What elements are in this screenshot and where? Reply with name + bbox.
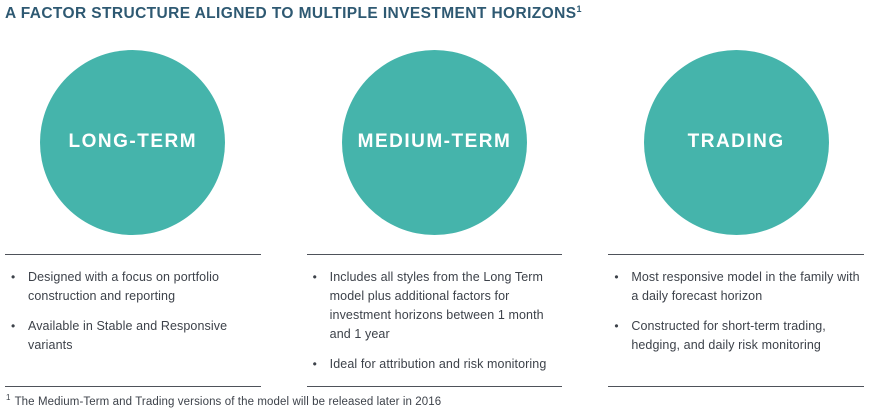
footnote: 1 The Medium-Term and Trading versions of…: [5, 392, 864, 408]
bullet-list: • Designed with a focus on portfolio con…: [5, 253, 261, 387]
circle-label: TRADING: [687, 131, 785, 153]
horizon-circle-long-term: LONG-TERM: [40, 49, 226, 235]
circle-label: LONG-TERM: [68, 131, 198, 153]
page-title-text: A FACTOR STRUCTURE ALIGNED TO MULTIPLE I…: [5, 5, 577, 22]
column-trading: TRADING • Most responsive model in the f…: [608, 49, 864, 387]
bullet-text: Constructed for short-term trading, hedg…: [631, 318, 826, 352]
horizon-circle-trading: TRADING: [643, 49, 829, 235]
bullet-text: Includes all styles from the Long Term m…: [329, 269, 544, 341]
bullet-text: Ideal for attribution and risk monitorin…: [329, 356, 547, 371]
list-item: • Available in Stable and Responsive var…: [5, 317, 261, 355]
list-item: • Designed with a focus on portfolio con…: [5, 268, 261, 306]
bullet-dot-icon: •: [312, 269, 317, 284]
footnote-text: The Medium-Term and Trading versions of …: [14, 395, 442, 408]
horizon-circle-medium-term: MEDIUM-TERM: [341, 49, 527, 235]
list-item: • Most responsive model in the family wi…: [608, 268, 864, 306]
bullet-list: • Includes all styles from the Long Term…: [306, 253, 563, 387]
footnote-marker: 1: [6, 392, 11, 402]
bullet-text: Most responsive model in the family with…: [631, 269, 860, 303]
title-footnote-marker: 1: [576, 3, 582, 14]
bullet-dot-icon: •: [11, 269, 16, 284]
circle-label: MEDIUM-TERM: [357, 131, 512, 153]
list-item: • Constructed for short-term trading, he…: [608, 317, 864, 355]
bullet-text: Designed with a focus on portfolio const…: [28, 269, 220, 303]
page-title: A FACTOR STRUCTURE ALIGNED TO MULTIPLE I…: [5, 3, 864, 23]
bullet-list: • Most responsive model in the family wi…: [608, 253, 864, 387]
bullet-dot-icon: •: [11, 318, 16, 333]
column-medium-term: MEDIUM-TERM • Includes all styles from t…: [306, 49, 563, 387]
column-long-term: LONG-TERM • Designed with a focus on por…: [5, 49, 261, 387]
list-item: • Ideal for attribution and risk monitor…: [307, 355, 563, 374]
bullet-dot-icon: •: [614, 318, 619, 333]
bullet-dot-icon: •: [614, 269, 619, 284]
list-item: • Includes all styles from the Long Term…: [307, 268, 563, 344]
bullet-dot-icon: •: [312, 356, 317, 371]
bullet-text: Available in Stable and Responsive varia…: [28, 318, 228, 352]
horizon-columns: LONG-TERM • Designed with a focus on por…: [5, 49, 864, 387]
